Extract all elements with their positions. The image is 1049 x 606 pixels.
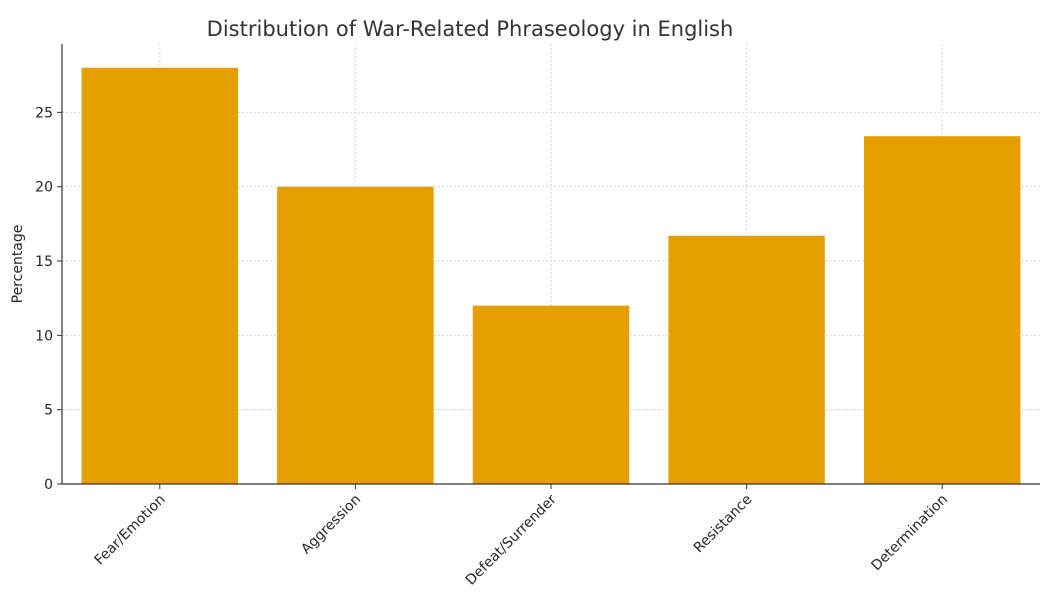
x-tick-label: Defeat/Surrender bbox=[463, 491, 560, 588]
y-tick-label: 15 bbox=[35, 254, 53, 270]
y-tick-label: 20 bbox=[35, 180, 53, 196]
bars bbox=[81, 67, 1021, 484]
x-tick-label: Aggression bbox=[298, 492, 364, 558]
y-tick-label: 0 bbox=[44, 477, 53, 493]
x-tick-label: Fear/Emotion bbox=[92, 492, 169, 569]
bar-determination bbox=[863, 136, 1021, 484]
bar-aggression bbox=[277, 186, 434, 484]
bar-resistance bbox=[668, 235, 825, 484]
x-axis-ticks: Fear/Emotion Aggression Defeat/Surrender Re… bbox=[92, 484, 951, 589]
bar-defeat-surrender bbox=[472, 305, 630, 484]
chart-title: Distribution of War-Related Phraseology … bbox=[207, 17, 734, 41]
y-axis-ticks: 0 5 10 15 20 25 bbox=[35, 105, 62, 493]
y-tick-label: 25 bbox=[35, 105, 53, 121]
x-tick-label: Resistance bbox=[691, 492, 756, 557]
y-axis-label: Percentage bbox=[10, 225, 26, 304]
x-tick-label: Determination bbox=[868, 492, 951, 575]
y-tick-label: 5 bbox=[44, 403, 53, 419]
bar-fear-emotion bbox=[81, 67, 239, 484]
y-tick-label: 10 bbox=[35, 328, 53, 344]
